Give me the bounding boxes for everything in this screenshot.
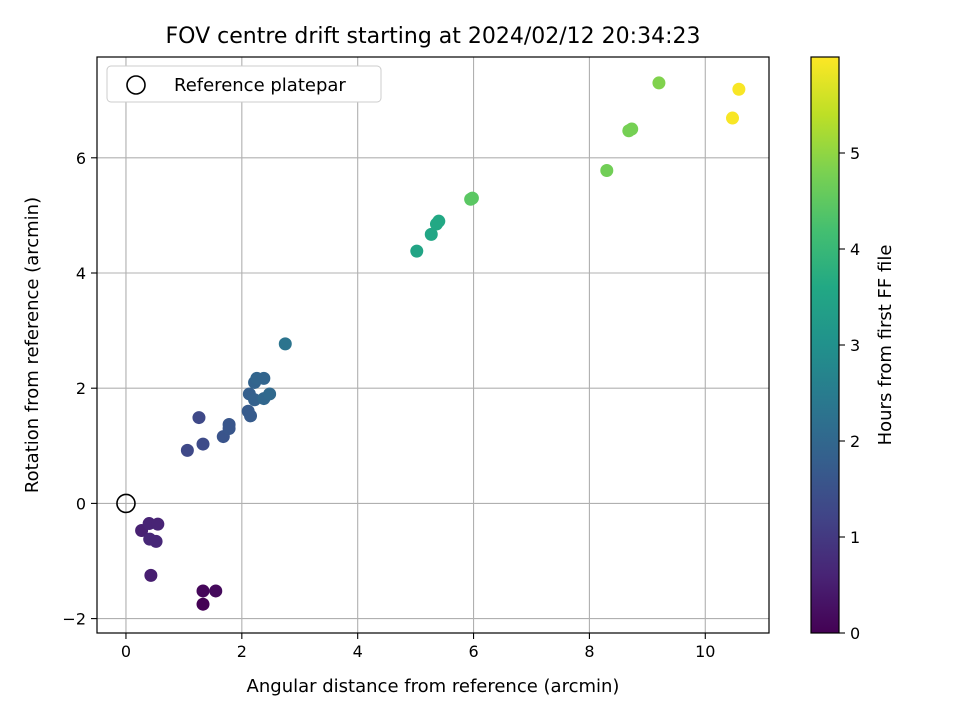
data-point: [151, 517, 165, 531]
colorbar-label: Hours from first FF file: [875, 245, 896, 446]
data-point: [144, 568, 158, 582]
reference-platepar-marker: [116, 493, 136, 514]
colorbar-tick-label: 2: [850, 432, 860, 451]
plot-area: [96, 56, 770, 634]
data-point: [196, 597, 210, 611]
y-tick-label: −2: [62, 610, 86, 629]
data-point: [180, 443, 194, 457]
data-point: [209, 584, 223, 598]
colorbar-tick-label: 3: [850, 336, 860, 355]
y-tick-label: 0: [76, 494, 86, 513]
colorbar-tick-label: 1: [850, 528, 860, 547]
legend: Reference platepar: [106, 65, 382, 103]
data-point: [600, 163, 614, 177]
x-tick-label: 0: [121, 642, 131, 661]
data-point: [732, 82, 746, 96]
y-tick-label: 4: [76, 264, 86, 283]
data-point: [278, 337, 292, 351]
data-point: [432, 214, 446, 228]
y-axis-label: Rotation from reference (arcmin): [22, 197, 43, 493]
legend-marker: [126, 75, 146, 95]
chart-title: FOV centre drift starting at 2024/02/12 …: [166, 24, 701, 49]
x-tick-label: 4: [353, 642, 363, 661]
data-point: [196, 584, 210, 598]
data-point: [410, 244, 424, 258]
colorbar-tick-label: 5: [850, 144, 860, 163]
y-axis-ticks: −2 0 2 4 6: [62, 149, 97, 629]
data-point: [149, 534, 163, 548]
legend-box: [106, 65, 382, 103]
data-point: [726, 111, 740, 125]
data-point: [263, 387, 277, 401]
data-point: [257, 371, 271, 385]
colorbar-gradient: [810, 56, 840, 634]
data-point: [625, 122, 639, 136]
data-point: [244, 409, 258, 423]
colorbar: 0 1 2 3 4 5 Hours from first FF file: [810, 56, 896, 643]
y-tick-label: 2: [76, 379, 86, 398]
x-tick-label: 8: [584, 642, 594, 661]
x-tick-label: 6: [468, 642, 478, 661]
grid: [97, 57, 769, 633]
data-point: [196, 437, 210, 451]
data-point: [424, 227, 438, 241]
plot-background: [97, 57, 769, 633]
colorbar-tick-label: 0: [850, 624, 860, 643]
plot-frame: [96, 56, 770, 634]
y-tick-label: 6: [76, 149, 86, 168]
data-point: [465, 191, 479, 205]
data-points: [135, 76, 746, 611]
x-axis-label: Angular distance from reference (arcmin): [247, 676, 620, 697]
x-axis-ticks: 0 2 4 6 8 10: [121, 633, 715, 661]
colorbar-ticks: 0 1 2 3 4 5: [839, 144, 860, 643]
data-point: [192, 411, 206, 425]
colorbar-tick-label: 4: [850, 240, 860, 259]
data-point: [652, 76, 666, 90]
x-tick-label: 2: [237, 642, 247, 661]
data-point: [222, 422, 236, 436]
legend-entry-reference-platepar: Reference platepar: [174, 75, 346, 96]
x-tick-label: 10: [695, 642, 715, 661]
